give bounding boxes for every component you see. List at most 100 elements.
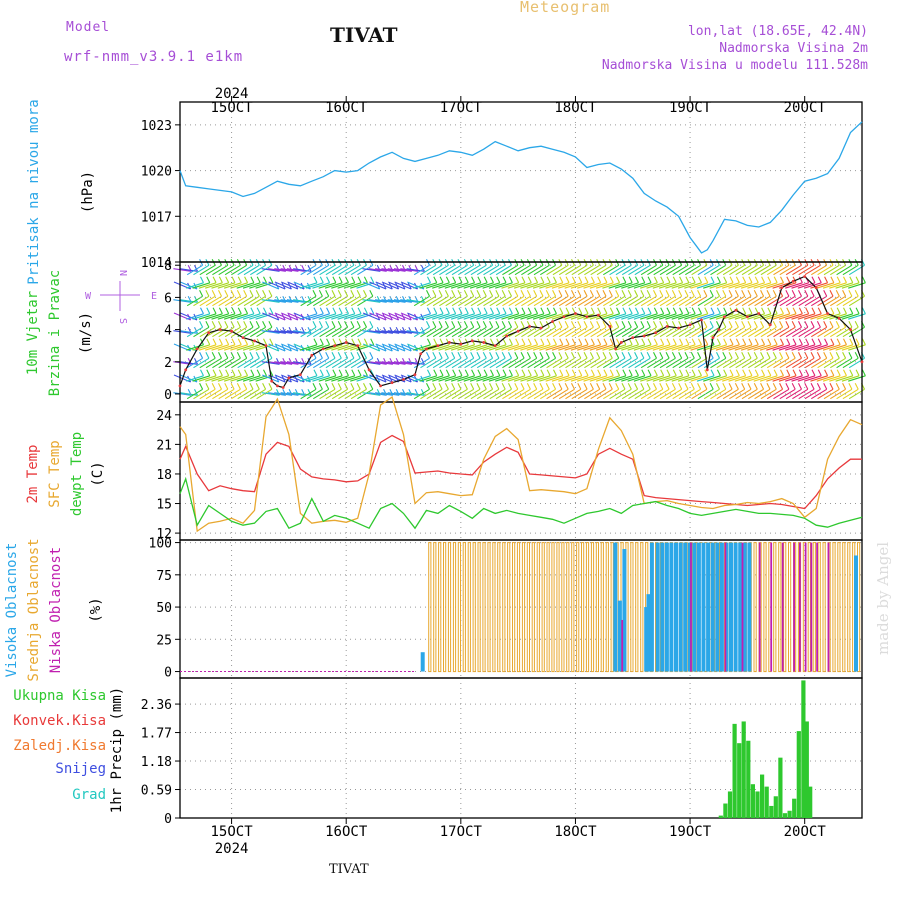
- high-cloud-bar: [724, 542, 729, 672]
- wind-barb-flag: [237, 338, 242, 346]
- wind-barb-flag: [464, 307, 469, 315]
- wind-barb: [450, 313, 469, 320]
- wind-barb: [558, 344, 576, 351]
- temperature-axis-title: SFC Temp: [47, 440, 63, 507]
- wind-barb: [482, 313, 500, 320]
- y-tick-label: 15: [156, 498, 172, 513]
- wind-barb: [230, 375, 248, 382]
- wind-barb-flag: [496, 369, 501, 377]
- mid-cloud-bar: [640, 542, 644, 673]
- wind-barb: [495, 375, 513, 382]
- precip-bar: [773, 796, 778, 818]
- wind-barb: [444, 282, 463, 289]
- wind-barb-flag: [684, 321, 689, 328]
- wind-barb: [666, 357, 682, 369]
- wind-barb: [393, 268, 412, 272]
- compass-west: W: [85, 291, 92, 302]
- wind-barb: [368, 330, 387, 334]
- wind-barb: [470, 295, 487, 307]
- wind-barb: [255, 375, 273, 382]
- wind-barb-flag: [685, 276, 690, 284]
- wind-barb: [343, 375, 362, 382]
- wind-barb-flag: [338, 276, 343, 284]
- mid-cloud-bar: [605, 542, 609, 673]
- wind-barb: [772, 313, 790, 320]
- wind-barb: [798, 388, 815, 400]
- wind-barb-flag: [734, 321, 739, 328]
- y-tick-label: 1.18: [141, 755, 172, 770]
- wind-barb-flag: [608, 321, 613, 328]
- wind-barb-flag: [810, 383, 815, 390]
- wind-barb-flag: [634, 383, 639, 390]
- wind-compass: NSW E: [85, 270, 157, 324]
- precip-bar: [737, 743, 742, 818]
- wind-barb-flag: [420, 282, 425, 290]
- wind-barb-flag: [829, 352, 834, 359]
- wind-barb-flag: [772, 321, 777, 328]
- wind-barb: [432, 264, 449, 276]
- wind-barb: [710, 326, 727, 338]
- wind-barb: [224, 295, 241, 307]
- wind-barb: [533, 388, 550, 400]
- wind-barb-flag: [206, 338, 211, 346]
- wind-barb: [652, 375, 671, 382]
- wind-barb-flag: [439, 307, 444, 315]
- high-cloud-bar: [669, 542, 674, 672]
- wind-barb-flag: [426, 383, 430, 390]
- wind-barb-flag: [438, 321, 443, 328]
- wind-barb: [243, 326, 260, 338]
- wind-barb: [357, 357, 374, 369]
- wind-barb: [212, 357, 229, 369]
- wind-barb-flag: [268, 383, 273, 390]
- wind-barb-flag: [829, 290, 834, 297]
- y-tick-label: 21: [156, 438, 172, 453]
- y-tick-label: 2: [164, 356, 172, 371]
- wind-barb-flag: [678, 383, 683, 390]
- wind-barb: [231, 326, 247, 338]
- mid-cloud-bar: [521, 542, 526, 673]
- wind-barb: [532, 344, 551, 351]
- mid-cloud-bar: [477, 542, 481, 673]
- wind-barb-flag: [338, 307, 343, 315]
- wind-barb: [394, 281, 412, 290]
- wind-barb-flag: [671, 352, 676, 359]
- wind-barb: [218, 326, 235, 338]
- wind-barb: [476, 388, 493, 400]
- wind-barb: [703, 313, 721, 320]
- wind-barb-flag: [326, 369, 331, 377]
- wind-barb: [778, 375, 797, 382]
- wind-barb: [659, 326, 676, 338]
- wind-barb-flag: [193, 375, 198, 383]
- wind-barb-flag: [369, 290, 374, 297]
- wind-barb: [375, 268, 393, 272]
- wind-barb: [571, 295, 588, 307]
- wind-barb: [198, 375, 217, 382]
- wind-barb: [249, 344, 267, 351]
- wind-barb: [483, 326, 500, 338]
- wind-barb-flag: [331, 352, 336, 359]
- wind-barb-flag: [678, 321, 683, 328]
- wind-barb-flag: [641, 276, 646, 284]
- low-cloud-bar: [690, 542, 692, 672]
- wind-barb-flag: [836, 307, 841, 315]
- wind-barb: [570, 282, 589, 289]
- wind-barb: [520, 282, 538, 289]
- wind-barb: [722, 282, 740, 289]
- wind-barb-flag: [854, 321, 859, 328]
- wind-barb-flag: [785, 352, 790, 359]
- wind-barb-flag: [861, 338, 866, 346]
- wind-barb: [262, 281, 280, 290]
- wind-barb-flag: [206, 369, 211, 377]
- wind-barb-flag: [564, 290, 569, 297]
- wind-barb-flag: [835, 352, 840, 359]
- wind-barb-flag: [665, 352, 670, 359]
- wind-barb: [621, 357, 638, 369]
- wind-barb: [223, 282, 242, 289]
- wind-barb: [672, 357, 689, 369]
- wind-barb: [747, 375, 765, 382]
- wind-barb-flag: [597, 338, 602, 346]
- wind-barb-flag: [463, 290, 468, 297]
- wind-barb: [230, 282, 248, 289]
- wind-barb: [716, 388, 733, 400]
- wind-barb-flag: [325, 290, 330, 297]
